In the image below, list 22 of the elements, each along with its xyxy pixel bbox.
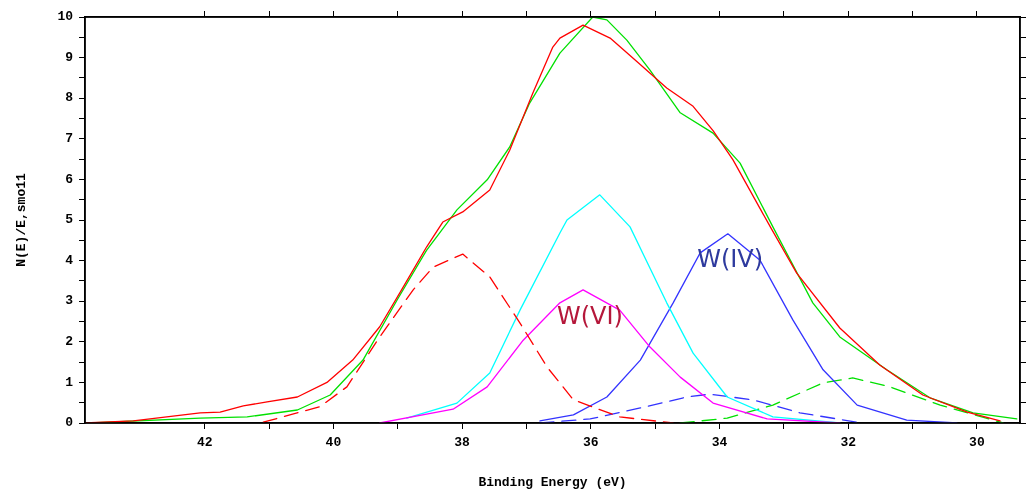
x-tick-label: 30 [969,435,985,451]
y-tick-label: 1 [65,374,74,390]
annotation: W(VI) [556,301,623,330]
y-tick-label: 7 [65,131,73,147]
x-axis-title: Binding Energy (eV) [478,475,627,491]
x-tick-label: 38 [454,435,471,451]
y-tick-label: 5 [65,212,74,228]
annotation: W(IV) [697,244,764,273]
y-tick-label: 3 [65,293,74,309]
y-tick-label: 0 [65,415,74,431]
y-axis-title: N(E)/E,smo11 [14,173,30,267]
y-tick-label: 9 [65,49,74,65]
y-tick-label: 8 [65,90,74,106]
y-tick-label: 6 [65,171,74,187]
x-tick-label: 32 [840,435,857,451]
x-tick-label: 34 [711,435,728,451]
x-tick-label: 36 [582,435,599,451]
y-tick-label: 4 [65,252,74,268]
x-tick-label: 42 [196,435,213,451]
y-tick-label: 10 [57,9,74,25]
x-tick-label: 40 [325,435,342,451]
y-tick-label: 2 [65,334,74,350]
